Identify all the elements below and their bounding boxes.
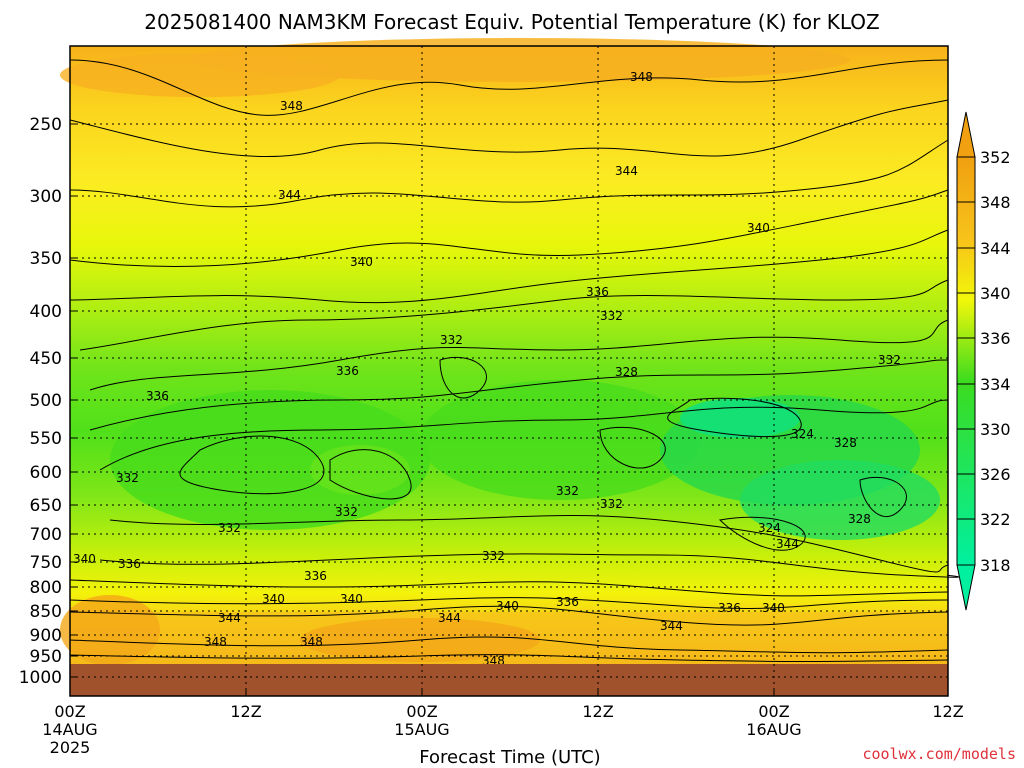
colorbar-label: 336 [980,329,1011,348]
contour-label: 348 [204,635,227,649]
contour-label: 332 [218,521,241,535]
y-tick-label: 350 [30,249,62,269]
y-tick-label: 450 [30,349,62,369]
contour-label: 332 [556,484,579,498]
contour-label: 332 [440,333,463,347]
contour-label: 328 [615,365,638,379]
y-tick-label: 900 [30,626,62,646]
cool-core-1 [680,398,800,438]
y-tick-label: 850 [30,602,62,622]
contour-label: 332 [878,353,901,367]
y-tick-label: 1000 [19,668,62,688]
colorbar-bottom-arrow [956,564,976,611]
contour-label: 348 [280,99,303,113]
contour-label: 348 [630,70,653,84]
contour-label: 336 [146,389,169,403]
y-tick-label: 300 [30,187,62,207]
cool-band-1 [110,390,430,530]
contour-label: 348 [300,635,323,649]
plot-background [70,46,948,668]
credit-text: coolwx.com/models [862,745,1016,763]
contour-label: 324 [758,521,781,535]
x-axis: 00Z 14AUG 2025 12Z 00Z 15AUG 12Z 00Z 16A… [42,702,963,768]
colorbar-label: 344 [980,239,1011,258]
y-tick-label: 800 [30,578,62,598]
contour-label-group: 348 348 344 344 340 340 336 336 332 332 … [73,70,901,668]
cool-band-2 [420,380,700,500]
below-ground-layer [70,664,948,696]
contour-label: 344 [278,188,301,202]
colorbar-ticks [957,156,975,566]
y-tick-label: 950 [30,647,62,667]
x-tick-label: 12Z [932,702,963,721]
contour-label: 340 [262,592,285,606]
colorbar-top-arrow [956,111,976,158]
contour-label: 344 [218,611,241,625]
contour-label: 328 [834,436,857,450]
contour-label: 344 [438,611,461,625]
x-tick-label: 00Z [54,702,85,721]
colorbar-label: 352 [980,148,1011,167]
contour-label: 332 [335,505,358,519]
contour-label: 340 [747,221,770,235]
contour-label: 344 [615,164,638,178]
y-tick-label: 700 [30,525,62,545]
cool-band-4 [740,460,940,540]
colorbar-label: 318 [980,556,1011,575]
y-tick-label: 750 [30,553,62,573]
contour-label: 324 [791,427,814,441]
x-tick-label: 12Z [230,702,261,721]
contour-label: 332 [482,549,505,563]
contour-label: 336 [336,364,359,378]
contour-label: 332 [600,309,623,323]
colorbar-bar [956,156,976,566]
colorbar-label: 326 [980,465,1011,484]
chart-title: 2025081400 NAM3KM Forecast Equiv. Potent… [144,10,879,34]
y-axis: 250 300 350 400 450 500 550 600 650 700 … [19,115,62,688]
x-tick-label: 12Z [582,702,613,721]
contour-label: 340 [73,552,96,566]
contour-label: 328 [848,512,871,526]
y-tick-label: 600 [30,463,62,483]
contour-label: 336 [304,569,327,583]
contour-label: 332 [116,471,139,485]
x-tick-date: 16AUG [746,720,801,739]
y-tick-label: 250 [30,115,62,135]
x-tick-label: 00Z [758,702,789,721]
contour-label: 336 [586,285,609,299]
x-tick-date: 15AUG [394,720,449,739]
warm-band-top-left [60,53,340,97]
colorbar-label: 334 [980,375,1011,394]
y-tick-label: 550 [30,429,62,449]
contour-label: 336 [556,595,579,609]
warm-pocket [310,445,410,495]
contour-label: 332 [600,497,623,511]
x-tick-label: 00Z [406,702,437,721]
contour-label: 336 [118,557,141,571]
contour-label: 340 [350,255,373,269]
contour-label: 344 [776,537,799,551]
x-tick-year: 2025 [50,738,91,757]
contour-label: 340 [496,599,519,613]
y-tick-label: 500 [30,391,62,411]
plot-frame [69,45,949,697]
colorbar-label: 348 [980,193,1011,212]
warm-band-low-left [60,595,160,665]
colorbar-label: 340 [980,284,1011,303]
contour-label: 344 [660,619,683,633]
plot-area: 348 348 344 344 340 340 336 336 332 332 … [60,38,960,697]
warm-band-top [190,38,850,82]
x-tick-date: 14AUG [42,720,97,739]
y-tick-label: 400 [30,302,62,322]
y-tick-label: 650 [30,496,62,516]
contour-lines [69,59,960,662]
colorbar-label: 330 [980,420,1011,439]
contour-label: 340 [340,592,363,606]
contour-label: 336 [718,601,741,615]
colorbar: 352 348 344 340 336 334 330 326 322 318 [956,111,1011,611]
colorbar-label: 322 [980,510,1011,529]
x-axis-title: Forecast Time (UTC) [419,747,600,768]
contour-label: 340 [762,601,785,615]
